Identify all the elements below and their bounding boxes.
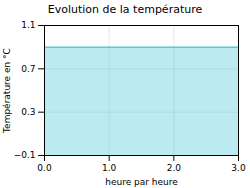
svg-text:1.1: 1.1 [21, 20, 35, 30]
svg-text:heure par heure: heure par heure [105, 177, 178, 187]
svg-text:Température en °C: Température en °C [2, 48, 12, 134]
svg-text:2.0: 2.0 [167, 163, 182, 173]
svg-text:0.0: 0.0 [37, 163, 52, 173]
svg-text:−0.1: −0.1 [14, 150, 36, 160]
svg-text:3.0: 3.0 [231, 163, 246, 173]
svg-text:0.7: 0.7 [21, 64, 35, 74]
svg-text:1.0: 1.0 [102, 163, 117, 173]
html-text:Evolution de la température: Evolution de la température [47, 3, 203, 16]
svg-text:0.3: 0.3 [21, 107, 35, 117]
